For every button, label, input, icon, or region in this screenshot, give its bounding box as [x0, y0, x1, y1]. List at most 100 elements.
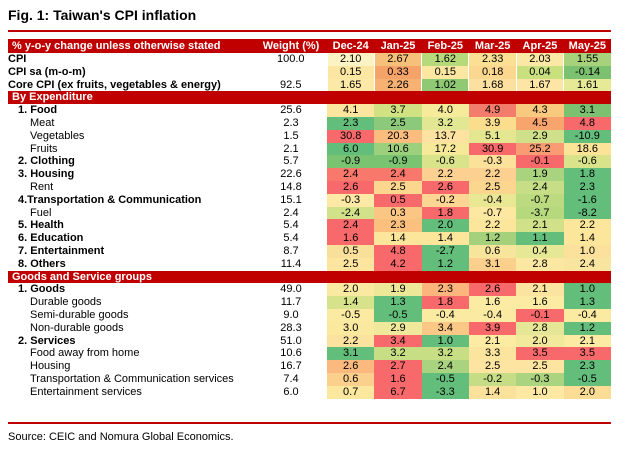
footer-rule: [8, 422, 611, 424]
value-cell: 1.0: [421, 334, 469, 348]
value-cell: 2.4: [374, 168, 422, 181]
value-cell: 1.1: [516, 232, 564, 245]
value-cell: -0.2: [421, 193, 469, 207]
value-cell: 2.4: [327, 219, 375, 233]
row-weight: 92.5: [280, 78, 302, 91]
row-label: 3. Housing: [18, 168, 75, 181]
value-cell: 2.4: [516, 180, 564, 194]
value-cell: -0.3: [516, 372, 564, 386]
row-weight: 14.8: [280, 180, 302, 193]
value-cell: 0.5: [374, 193, 422, 207]
value-cell: 4.3: [516, 104, 564, 117]
row-label: Fuel: [30, 206, 52, 219]
value-cell: -0.4: [421, 308, 469, 322]
row-label: Vegetables: [30, 129, 85, 142]
value-cell: 1.4: [374, 232, 422, 245]
row-label: Meat: [30, 116, 55, 129]
value-cell: 2.9: [374, 321, 422, 335]
value-cell: 2.4: [327, 168, 375, 181]
value-cell: 1.2: [421, 257, 469, 271]
value-cell: -0.4: [468, 193, 517, 207]
value-cell: 1.4: [327, 296, 375, 309]
value-cell: -0.9: [327, 155, 375, 169]
value-cell: 3.2: [421, 116, 469, 130]
value-cell: 2.3: [374, 219, 422, 233]
row-label: 5. Health: [18, 219, 64, 232]
row-weight: 6.0: [283, 385, 299, 398]
value-cell: -0.5: [563, 372, 611, 386]
value-cell: 2.2: [468, 219, 517, 233]
cpi-table: % y-o-y change unless otherwise stated W…: [8, 39, 611, 399]
value-cell: 1.68: [468, 78, 517, 92]
table-row: Vegetables 1.5 30.8 20.3 13.7 5.1 2.9 -10.9: [8, 129, 611, 143]
value-cell: 2.0: [421, 219, 469, 233]
header-label: % y-o-y change unless otherwise stated: [8, 39, 255, 53]
row-weight: 22.6: [280, 168, 302, 181]
value-cell: 2.26: [373, 78, 422, 92]
value-cell: -0.6: [421, 155, 469, 169]
header-month: Dec-24: [327, 39, 375, 53]
value-cell: 1.6: [468, 296, 517, 309]
row-label: Rent: [30, 180, 54, 193]
value-cell: -0.1: [516, 308, 564, 322]
row-weight: 5.4: [283, 219, 299, 232]
row-label: 8. Others: [18, 257, 66, 270]
value-cell: 1.6: [327, 232, 375, 245]
row-weight: 11.7: [280, 296, 302, 309]
value-cell: 2.6: [468, 283, 517, 297]
value-cell: 10.6: [374, 142, 422, 156]
value-cell: -3.3: [421, 385, 469, 399]
header-month: Mar-25: [468, 39, 517, 53]
value-cell: 3.2: [374, 347, 422, 361]
value-cell: -8.2: [563, 206, 611, 220]
value-cell: 1.02: [421, 78, 469, 92]
table-row: Transportation & Communication services 7…: [8, 372, 611, 386]
value-cell: -0.3: [468, 155, 517, 169]
value-cell: -2.7: [421, 244, 469, 258]
value-cell: 0.04: [515, 65, 564, 79]
value-cell: 4.8: [563, 116, 611, 130]
value-cell: 3.9: [468, 321, 517, 335]
value-cell: 1.4: [468, 385, 517, 399]
value-cell: 30.9: [468, 142, 517, 156]
value-cell: 4.9: [468, 104, 517, 117]
value-cell: 1.6: [516, 296, 564, 309]
row-weight: 100.0: [276, 53, 305, 65]
value-cell: -0.5: [374, 308, 422, 322]
table-row: Fuel 2.4 -2.4 0.3 1.8 -0.7 -3.7 -8.2: [8, 206, 611, 220]
row-weight: 25.6: [280, 104, 302, 117]
value-cell: 3.0: [327, 321, 375, 335]
value-cell: 1.67: [515, 78, 564, 92]
value-cell: 2.3: [327, 116, 375, 130]
table-row: 2. Clothing 5.7 -0.9 -0.9 -0.6 -0.3 -0.1 -0.6: [8, 155, 611, 169]
row-weight: 51.0: [280, 334, 302, 347]
value-cell: 2.5: [374, 116, 422, 130]
row-label: Semi-durable goods: [30, 308, 129, 321]
row-weight: 10.6: [280, 347, 302, 360]
row-weight: 8.7: [283, 244, 299, 257]
value-cell: 0.33: [373, 65, 422, 79]
value-cell: 2.4: [563, 257, 611, 271]
value-cell: 4.0: [421, 104, 469, 117]
table-row: CPI 100.0 2.10 2.67 1.62 2.33 2.03 1.55: [8, 53, 611, 66]
row-weight: 9.0: [283, 308, 299, 321]
value-cell: 1.2: [468, 232, 517, 245]
value-cell: -0.7: [468, 206, 517, 220]
value-cell: 3.1: [327, 347, 375, 361]
row-weight: [255, 66, 327, 79]
row-weight: 28.3: [280, 321, 302, 334]
value-cell: 3.3: [468, 347, 517, 361]
value-cell: -10.9: [563, 129, 611, 143]
row-label: Fruits: [30, 142, 58, 155]
value-cell: 1.65: [326, 78, 375, 92]
row-label: 6. Education: [18, 232, 84, 245]
row-label: Housing: [30, 360, 71, 373]
row-weight: 5.7: [283, 155, 299, 168]
value-cell: 3.5: [516, 347, 564, 361]
value-cell: 2.5: [516, 360, 564, 373]
value-cell: 1.3: [563, 296, 611, 309]
value-cell: 2.1: [516, 283, 564, 297]
value-cell: 1.55: [563, 53, 611, 66]
value-cell: 2.2: [468, 168, 517, 181]
row-label: Core CPI (ex fruits, vegetables & energy…: [8, 78, 221, 91]
